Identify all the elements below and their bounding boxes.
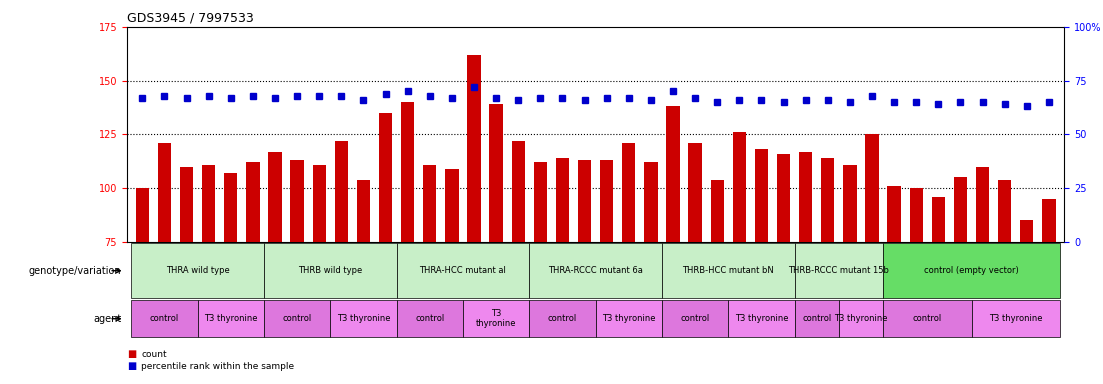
Text: agent: agent <box>93 314 121 324</box>
Bar <box>644 162 657 242</box>
Bar <box>136 188 149 242</box>
Text: T3 thyronine: T3 thyronine <box>602 314 655 323</box>
Text: percentile rank within the sample: percentile rank within the sample <box>141 362 295 371</box>
Text: control (empty vector): control (empty vector) <box>924 266 1019 275</box>
Bar <box>424 164 437 242</box>
Bar <box>397 300 463 337</box>
Text: T3 thyronine: T3 thyronine <box>989 314 1042 323</box>
Bar <box>264 243 397 298</box>
Bar <box>224 173 237 242</box>
Bar <box>197 300 264 337</box>
Bar <box>662 243 794 298</box>
Bar <box>972 300 1060 337</box>
Text: THRA wild type: THRA wild type <box>165 266 229 275</box>
Text: genotype/variation: genotype/variation <box>29 266 121 276</box>
Text: control: control <box>548 314 577 323</box>
Bar <box>976 167 989 242</box>
Text: THRB wild type: THRB wild type <box>298 266 363 275</box>
Text: control: control <box>912 314 942 323</box>
Bar <box>884 300 972 337</box>
Text: THRA-HCC mutant al: THRA-HCC mutant al <box>419 266 506 275</box>
Bar <box>622 143 635 242</box>
Text: ■: ■ <box>127 349 136 359</box>
Bar <box>728 300 794 337</box>
Text: GDS3945 / 7997533: GDS3945 / 7997533 <box>127 11 254 24</box>
Bar <box>158 143 171 242</box>
Bar <box>910 188 923 242</box>
Bar <box>932 197 945 242</box>
Bar <box>446 169 459 242</box>
Bar <box>180 167 193 242</box>
Bar <box>463 300 529 337</box>
Bar <box>202 164 215 242</box>
Bar <box>688 143 702 242</box>
Text: T3 thyronine: T3 thyronine <box>204 314 257 323</box>
Bar <box>334 141 347 242</box>
Bar <box>794 300 839 337</box>
Text: THRB-RCCC mutant 15b: THRB-RCCC mutant 15b <box>789 266 889 275</box>
Text: count: count <box>141 350 167 359</box>
Bar <box>578 160 591 242</box>
Bar <box>379 113 393 242</box>
Text: THRA-RCCC mutant 6a: THRA-RCCC mutant 6a <box>548 266 643 275</box>
Text: T3
thyronine: T3 thyronine <box>475 309 516 328</box>
Bar <box>529 243 662 298</box>
Bar <box>821 158 835 242</box>
Text: T3 thyronine: T3 thyronine <box>336 314 390 323</box>
Bar <box>710 180 724 242</box>
Bar <box>998 180 1011 242</box>
Bar <box>330 300 397 337</box>
Bar <box>888 186 901 242</box>
Bar <box>556 158 569 242</box>
Bar <box>866 134 879 242</box>
Bar <box>397 243 529 298</box>
Bar <box>600 160 613 242</box>
Text: control: control <box>802 314 832 323</box>
Bar <box>732 132 746 242</box>
Text: T3 thyronine: T3 thyronine <box>834 314 888 323</box>
Bar <box>312 164 325 242</box>
Text: T3 thyronine: T3 thyronine <box>735 314 789 323</box>
Bar <box>596 300 662 337</box>
Bar <box>1042 199 1056 242</box>
Text: control: control <box>150 314 179 323</box>
Bar <box>290 160 303 242</box>
Text: control: control <box>415 314 445 323</box>
Bar <box>844 164 857 242</box>
Bar <box>534 162 547 242</box>
Text: control: control <box>681 314 709 323</box>
Bar <box>754 149 768 242</box>
Bar <box>662 300 728 337</box>
Bar <box>356 180 371 242</box>
Bar <box>131 243 264 298</box>
Bar <box>401 102 415 242</box>
Bar <box>954 177 967 242</box>
Bar <box>666 106 679 242</box>
Bar <box>529 300 596 337</box>
Bar <box>131 300 197 337</box>
Bar <box>246 162 259 242</box>
Bar <box>468 55 481 242</box>
Text: control: control <box>282 314 312 323</box>
Bar <box>264 300 330 337</box>
Bar <box>794 243 884 298</box>
Bar <box>1020 220 1034 242</box>
Bar <box>268 152 281 242</box>
Bar <box>490 104 503 242</box>
Bar <box>512 141 525 242</box>
Bar <box>799 152 812 242</box>
Bar <box>884 243 1060 298</box>
Bar <box>777 154 790 242</box>
Bar <box>839 300 884 337</box>
Text: THRB-HCC mutant bN: THRB-HCC mutant bN <box>683 266 774 275</box>
Text: ■: ■ <box>127 361 136 371</box>
